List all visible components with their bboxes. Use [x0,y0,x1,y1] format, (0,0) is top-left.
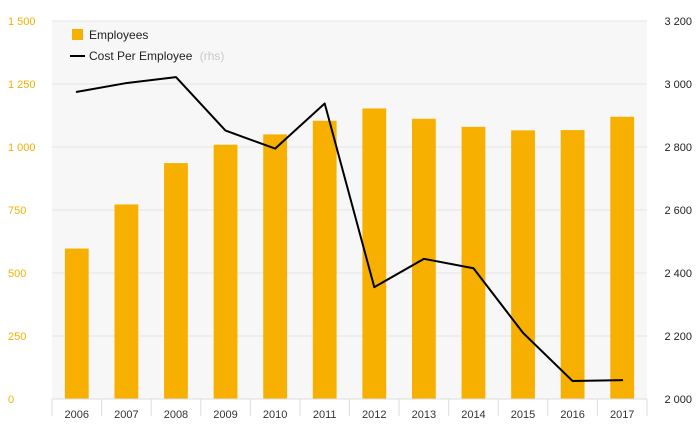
line-point-cost-per-employee [423,258,425,260]
x-axis-tick-label: 2007 [114,409,138,421]
right-axis-tick-label: 2 600 [664,205,692,217]
x-axis-tick-label: 2014 [461,409,485,421]
left-axis-tick-label: 0 [8,394,14,406]
right-axis-tick-label: 2 000 [664,394,692,406]
x-axis-tick-label: 2011 [313,409,337,421]
x-axis-tick-label: 2017 [610,409,634,421]
right-axis-tick-label: 3 200 [664,16,692,28]
bar-employees [213,144,238,399]
axes-layer: 0 250 500 750 1 000 1 250 1 500 2 000 2 200 2 400… [8,16,692,421]
line-point-cost-per-employee [472,267,475,270]
x-axis-tick-label: 2008 [164,409,188,421]
legend-label-cost: Cost Per Employee (rhs) [89,49,224,63]
bar-employees [64,248,89,399]
line-layer [75,76,624,383]
line-point-cost-per-employee [274,147,276,150]
x-axis-tick-label: 2015 [511,409,535,421]
x-axis-tick-label: 2009 [213,409,237,421]
bar-employees [312,120,337,400]
x-axis-tick-label: 2006 [65,409,89,421]
right-axis-tick-label: 2 200 [664,331,692,343]
x-axis-tick-label: 2012 [362,409,386,421]
left-axis-tick-label: 1 250 [8,79,36,91]
bar-employees [362,108,387,399]
left-axis-tick-label: 750 [8,205,26,217]
line-point-cost-per-employee [571,380,574,382]
line-point-cost-per-employee [175,76,177,78]
legend-label-cost-main: Cost Per Employee [89,49,193,63]
line-point-cost-per-employee [323,102,326,105]
legend: Employees Cost Per Employee (rhs) [70,28,224,63]
left-axis-tick-label: 250 [8,331,26,343]
line-point-cost-per-employee [522,332,524,334]
x-axis-tick-label: 2013 [412,409,436,421]
bar-employees [461,126,486,399]
line-cost-per-employee [75,76,624,383]
x-axis-tick-label: 2016 [560,409,584,421]
right-axis-tick-label: 2 400 [664,268,692,280]
line-point-cost-per-employee [373,286,376,288]
line-point-cost-per-employee [75,91,78,93]
grid-layer [52,20,647,400]
bar-employees [114,204,139,399]
bar-employees [560,130,585,399]
bar-employees [164,163,188,399]
line-point-cost-per-employee [125,82,128,84]
left-axis-tick-label: 500 [8,268,26,280]
x-axis-tick-label: 2010 [263,409,287,421]
right-axis-tick-label: 2 800 [664,142,692,154]
bar-employees [610,116,635,399]
line-point-cost-per-employee [224,129,227,132]
bar-employees [263,134,288,399]
legend-label-cost-suffix: (rhs) [200,49,225,63]
left-axis-tick-label: 1 000 [8,142,36,154]
line-point-cost-per-employee [621,379,624,381]
legend-swatch-employees [72,29,83,40]
bar-employees [511,130,535,400]
left-axis-tick-label: 1 500 [8,16,36,28]
right-axis-tick-label: 3 000 [664,79,692,91]
legend-label-employees: Employees [89,28,148,42]
